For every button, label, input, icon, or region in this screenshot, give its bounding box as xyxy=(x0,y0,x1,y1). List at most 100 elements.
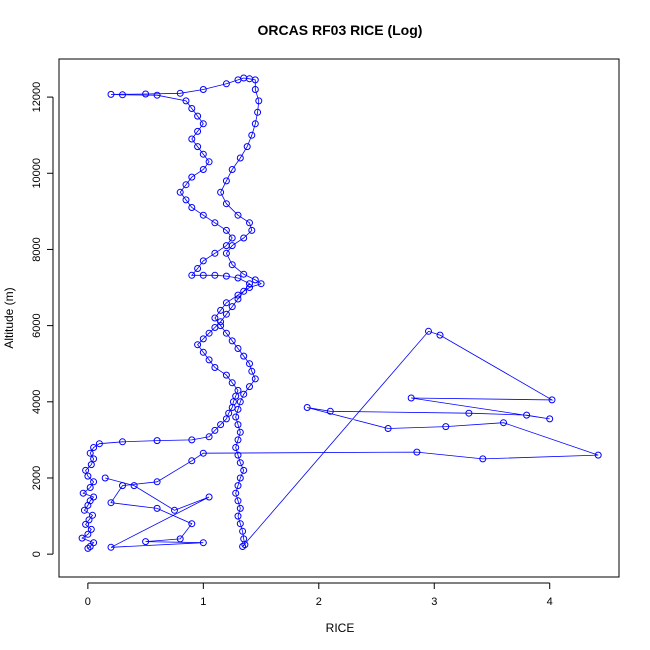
data-point xyxy=(303,404,311,411)
data-point xyxy=(86,449,94,457)
data-point xyxy=(240,466,248,474)
data-point xyxy=(234,345,242,352)
data-point xyxy=(246,280,253,288)
data-point xyxy=(188,173,196,181)
chart-title: ORCAS RF03 RICE (Log) xyxy=(258,22,423,38)
data-point xyxy=(84,544,92,552)
data-point xyxy=(199,120,207,128)
data-point xyxy=(384,425,392,432)
data-point xyxy=(90,478,98,486)
data-point xyxy=(107,543,115,551)
data-point xyxy=(234,274,242,282)
data-point xyxy=(211,426,219,434)
data-point xyxy=(78,534,86,542)
data-point xyxy=(479,455,487,463)
x-tick-label: 4 xyxy=(547,596,553,608)
data-point xyxy=(199,271,207,279)
data-point xyxy=(234,211,242,219)
data-point xyxy=(232,392,240,400)
data-point xyxy=(255,97,263,105)
data-point xyxy=(246,383,253,391)
data-point xyxy=(243,143,251,151)
data-point xyxy=(205,433,213,441)
data-point xyxy=(239,543,247,550)
data-point xyxy=(232,489,240,497)
data-point xyxy=(425,327,432,335)
data-point xyxy=(130,482,138,490)
data-point xyxy=(236,504,244,512)
data-point xyxy=(188,105,196,112)
data-point xyxy=(234,386,242,394)
x-tick-label: 3 xyxy=(431,596,437,608)
data-point xyxy=(188,271,196,279)
data-point xyxy=(89,511,96,519)
data-point xyxy=(222,80,230,88)
data-point xyxy=(236,154,244,162)
data-point xyxy=(228,337,236,345)
data-point xyxy=(251,276,259,284)
data-point xyxy=(211,249,219,257)
data-point xyxy=(95,440,103,448)
data-point xyxy=(142,90,150,98)
data-point xyxy=(222,299,230,307)
data-point xyxy=(194,341,202,349)
data-point xyxy=(87,461,95,469)
data-point xyxy=(199,86,207,93)
data-point xyxy=(236,459,244,467)
data-point xyxy=(199,335,207,343)
data-point xyxy=(239,527,247,535)
data-point xyxy=(199,257,207,265)
data-point xyxy=(234,512,242,520)
data-point xyxy=(199,348,207,356)
data-point xyxy=(205,329,213,337)
data-point xyxy=(199,449,207,457)
data-point xyxy=(234,291,242,299)
data-point xyxy=(194,112,202,120)
data-point xyxy=(82,466,90,474)
data-point xyxy=(153,478,161,486)
data-point xyxy=(119,482,126,490)
data-point xyxy=(188,457,196,465)
data-point xyxy=(222,310,230,318)
x-axis: 0 1 2 3 4 xyxy=(85,582,553,608)
data-point xyxy=(222,415,230,423)
data-point xyxy=(119,438,126,446)
data-point xyxy=(188,520,196,528)
data-point xyxy=(222,249,230,257)
data-point xyxy=(228,261,236,269)
data-point xyxy=(194,265,202,272)
data-point xyxy=(84,472,92,480)
data-point xyxy=(182,97,190,105)
x-axis-label: RICE xyxy=(326,621,355,635)
y-axis: 0 2000 4000 6000 8000 10000 12000 xyxy=(31,82,54,557)
data-point xyxy=(222,200,230,208)
data-point xyxy=(87,525,95,533)
data-point xyxy=(90,444,98,451)
data-point xyxy=(442,423,450,431)
data-point xyxy=(546,415,554,423)
data-point xyxy=(80,506,88,514)
data-point xyxy=(594,451,602,459)
data-point xyxy=(232,413,240,421)
data-point xyxy=(217,188,225,196)
data-point xyxy=(176,535,184,543)
data-point xyxy=(248,226,256,234)
data-point xyxy=(90,493,98,501)
data-point xyxy=(188,436,196,444)
data-point xyxy=(500,419,507,427)
data-point xyxy=(228,234,236,242)
data-point xyxy=(217,318,225,326)
y-tick-label: 8000 xyxy=(31,237,43,261)
data-point xyxy=(240,352,248,360)
data-point xyxy=(407,394,415,402)
data-point xyxy=(188,204,196,211)
data-point xyxy=(248,131,256,139)
data-point xyxy=(248,367,256,375)
y-tick-label: 12000 xyxy=(31,82,43,113)
data-point xyxy=(176,188,184,196)
data-point xyxy=(465,409,473,417)
data-point xyxy=(85,516,93,524)
data-point xyxy=(211,271,219,279)
data-point xyxy=(236,398,244,406)
